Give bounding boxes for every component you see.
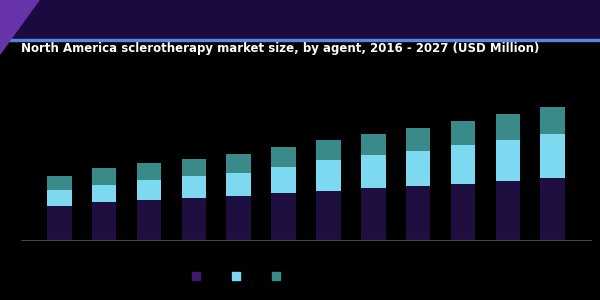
Bar (361, 188, 386, 240)
Bar (496, 140, 520, 181)
Bar (406, 128, 430, 151)
Bar (361, 134, 386, 155)
Bar (451, 184, 475, 240)
Bar (451, 121, 475, 145)
Bar (92, 184, 116, 202)
Bar (226, 154, 251, 173)
Bar (47, 190, 71, 206)
Bar (541, 134, 565, 178)
Bar (47, 206, 71, 240)
Legend: , , : , , (188, 268, 287, 286)
Bar (137, 180, 161, 200)
Bar (541, 107, 565, 134)
Bar (226, 196, 251, 240)
Bar (496, 114, 520, 140)
Bar (47, 176, 71, 190)
Bar (182, 198, 206, 240)
Bar (137, 200, 161, 240)
Bar (496, 181, 520, 240)
Bar (316, 160, 341, 191)
Bar (271, 147, 296, 167)
Bar (451, 145, 475, 184)
Bar (361, 155, 386, 188)
Bar (271, 167, 296, 194)
Bar (406, 151, 430, 186)
Bar (406, 186, 430, 240)
Text: North America sclerotherapy market size, by agent, 2016 - 2027 (USD Million): North America sclerotherapy market size,… (21, 42, 539, 55)
Bar (182, 159, 206, 176)
Bar (92, 168, 116, 184)
Bar (92, 202, 116, 240)
Bar (316, 191, 341, 240)
Bar (226, 173, 251, 196)
Bar (316, 140, 341, 160)
Bar (271, 194, 296, 240)
Bar (137, 163, 161, 180)
Bar (541, 178, 565, 240)
Bar (182, 176, 206, 198)
